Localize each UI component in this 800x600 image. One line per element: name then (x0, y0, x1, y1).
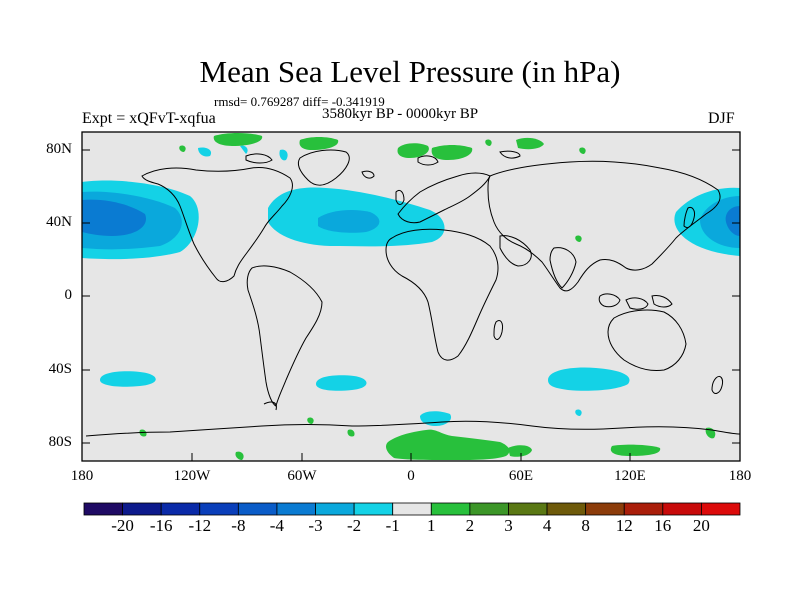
lon-label-180e: 180 (728, 468, 752, 484)
axis-ticks (81, 149, 741, 461)
colorbar (83, 502, 741, 516)
colorbar-label: 2 (465, 516, 475, 535)
colorbar-label: -12 (188, 516, 212, 535)
season-label: DJF (708, 110, 735, 127)
colorbar-label: -2 (347, 516, 362, 535)
colorbar-box (315, 502, 355, 516)
lon-label-60e: 60E (508, 468, 534, 484)
colorbar-box (662, 502, 702, 516)
stats-subtitle: rmsd= 0.769287 diff= -0.341919 (214, 94, 385, 109)
colorbar-label: 20 (692, 516, 710, 535)
coastlines (85, 149, 740, 437)
anomaly-fields (82, 133, 740, 460)
lat-label-80s: 80S (48, 434, 72, 450)
lat-label-0: 0 (64, 287, 73, 303)
colorbar-label: -1 (385, 516, 400, 535)
positive-anomaly-patches (139, 133, 716, 460)
south-pacific-anomaly (100, 371, 156, 387)
colorbar-box (585, 502, 625, 516)
colorbar-box (701, 502, 741, 516)
colorbar-label: 4 (542, 516, 552, 535)
lon-label-120e: 120E (614, 468, 646, 484)
colorbar-box (469, 502, 509, 516)
south-indian-anomaly (548, 367, 630, 391)
colorbar-box (276, 502, 316, 516)
colorbar-box (623, 502, 664, 516)
colorbar-box (508, 502, 548, 516)
lon-label-60w: 60W (287, 468, 317, 484)
lat-label-40s: 40S (48, 361, 72, 377)
colorbar-label: -16 (149, 516, 173, 535)
experiment-label: Expt = xQFvT-xqfua (82, 110, 216, 127)
colorbar-box (392, 502, 432, 516)
colorbar-label: 8 (581, 516, 590, 535)
map-title: Mean Sea Level Pressure (in hPa) (199, 54, 621, 89)
lon-label-180w: 180 (70, 468, 94, 484)
colorbar-label: -4 (269, 516, 284, 535)
lat-label-40n: 40N (46, 214, 72, 230)
colorbar-box (546, 502, 587, 516)
colorbar-box (237, 502, 278, 516)
lat-label-80n: 80N (46, 141, 72, 157)
colorbar-label: -20 (111, 516, 134, 535)
map-plot-area (82, 132, 740, 461)
lon-label-0: 0 (407, 468, 415, 484)
colorbar-label: 1 (427, 516, 436, 535)
period-subtitle: 3580kyr BP - 0000kyr BP (322, 106, 479, 122)
colorbar-box (430, 502, 471, 516)
colorbar-label: 12 (615, 516, 633, 535)
lon-label-120w: 120W (173, 468, 211, 484)
colorbar-label: -8 (231, 516, 246, 535)
colorbar-box (122, 502, 162, 516)
colorbar-box (199, 502, 239, 516)
colorbar-box (353, 502, 394, 516)
colorbar-box (83, 502, 123, 516)
colorbar-label: 16 (654, 516, 672, 535)
colorbar-box (160, 502, 201, 516)
colorbar-label: 3 (504, 516, 513, 535)
colorbar-label: -3 (308, 516, 323, 535)
